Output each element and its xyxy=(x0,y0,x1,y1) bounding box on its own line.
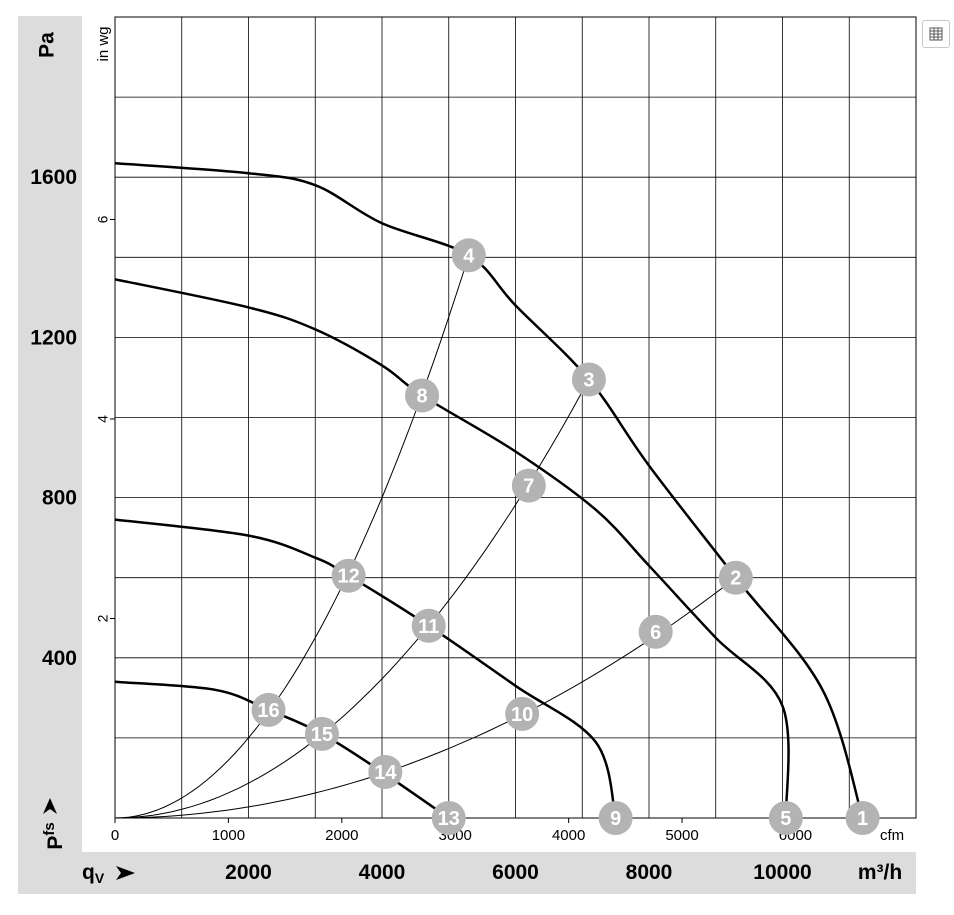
y-tick-label-pa: 1600 xyxy=(30,166,77,189)
y-unit-secondary-label: in wg xyxy=(95,26,112,61)
y-tick-label-pa: 400 xyxy=(42,647,77,670)
operating-point-marker xyxy=(251,692,286,727)
x-tick-label-m3h: 8000 xyxy=(626,861,673,884)
operating-point-7: 7 xyxy=(511,468,546,503)
x-tick-label-cfm: 5000 xyxy=(665,827,698,844)
x-tick-label-cfm: 4000 xyxy=(552,827,585,844)
operating-point-16: 16 xyxy=(251,692,286,727)
operating-point-label: 15 xyxy=(311,724,333,746)
operating-point-8: 8 xyxy=(405,378,440,413)
y-tick-label-inwg: 6 xyxy=(95,215,111,223)
operating-point-9: 9 xyxy=(598,801,633,835)
x-tick-label-m3h: 10000 xyxy=(753,861,811,884)
x-symbol-sub: V xyxy=(95,870,105,886)
operating-point-10: 10 xyxy=(505,696,540,731)
svg-text:Pfs: Pfs xyxy=(41,822,67,849)
operating-point-marker xyxy=(845,801,880,835)
operating-point-label: 11 xyxy=(418,616,439,638)
operating-point-marker xyxy=(331,558,366,593)
system-curves xyxy=(114,255,737,819)
operating-point-6: 6 xyxy=(638,614,673,649)
fan-curve xyxy=(114,161,864,819)
y-tick-label-inwg: 2 xyxy=(95,614,111,622)
x-tick-label-m3h: 6000 xyxy=(492,861,539,884)
operating-point-11: 11 xyxy=(411,608,446,643)
operating-point-marker xyxy=(451,238,486,273)
operating-point-label: 5 xyxy=(780,808,791,830)
operating-point-3: 3 xyxy=(571,362,606,397)
operating-point-marker xyxy=(638,614,673,649)
operating-point-1: 1 xyxy=(845,801,880,835)
operating-point-label: 7 xyxy=(523,476,534,498)
y-tick-label-pa: 1200 xyxy=(30,326,77,349)
y-axis-arrow xyxy=(43,798,57,814)
operating-point-marker xyxy=(598,801,633,835)
x-unit-secondary-label: cfm xyxy=(880,827,904,844)
operating-point-label: 6 xyxy=(650,622,661,644)
table-icon-glyph xyxy=(929,27,943,41)
operating-point-label: 4 xyxy=(463,245,475,267)
operating-point-marker xyxy=(368,754,403,789)
fan-curves xyxy=(114,161,864,820)
operating-point-label: 2 xyxy=(730,568,741,590)
x-tick-label-cfm: 1000 xyxy=(212,827,245,844)
operating-point-marker xyxy=(505,696,540,731)
x-tick-label-cfm: 2000 xyxy=(325,827,358,844)
operating-point-15: 15 xyxy=(304,716,339,751)
operating-point-label: 8 xyxy=(416,385,427,407)
operating-point-5: 5 xyxy=(768,801,803,835)
operating-point-marker xyxy=(411,608,446,643)
operating-point-marker xyxy=(511,468,546,503)
operating-point-marker xyxy=(718,560,753,595)
operating-point-label: 14 xyxy=(374,762,397,784)
x-axis-symbol: qV xyxy=(82,861,105,886)
operating-point-2: 2 xyxy=(718,560,753,595)
x-tick-label-m3h: 4000 xyxy=(359,861,406,884)
system-curve xyxy=(114,255,470,819)
operating-point-label: 16 xyxy=(257,700,279,722)
x-tick-label-m3h: 2000 xyxy=(225,861,272,884)
grid xyxy=(114,16,917,819)
operating-point-label: 3 xyxy=(583,369,594,391)
x-axis-band xyxy=(18,852,916,894)
y-tick-label-pa: 800 xyxy=(42,487,77,510)
operating-point-label: 12 xyxy=(338,566,360,588)
fan-curve xyxy=(114,278,790,819)
operating-point-12: 12 xyxy=(331,558,366,593)
table-icon[interactable] xyxy=(922,20,950,48)
operating-point-label: 10 xyxy=(511,704,533,726)
operating-point-marker xyxy=(304,716,339,751)
x-symbol: q xyxy=(82,861,95,884)
x-unit-label: m³/h xyxy=(858,861,902,884)
operating-point-marker xyxy=(768,801,803,835)
y-axis-symbol: Pfs xyxy=(41,822,67,849)
system-curve xyxy=(114,379,590,819)
y-symbol-sub: fs xyxy=(41,822,58,835)
operating-point-label: 9 xyxy=(610,808,621,830)
operating-point-marker xyxy=(405,378,440,413)
operating-point-label: 13 xyxy=(438,808,460,830)
system-curve xyxy=(114,577,737,819)
operating-point-label: 1 xyxy=(857,808,868,830)
operating-point-marker xyxy=(431,801,466,835)
x-axis-arrow xyxy=(116,866,135,880)
y-tick-label-inwg: 4 xyxy=(95,415,111,423)
y-symbol: P xyxy=(44,836,67,850)
y-axis-band xyxy=(18,16,82,861)
fan-curve xyxy=(114,518,617,819)
operating-point-14: 14 xyxy=(368,754,403,789)
operating-point-4: 4 xyxy=(451,238,486,273)
operating-point-marker xyxy=(571,362,606,397)
operating-point-13: 13 xyxy=(431,801,466,835)
x-tick-label-cfm: 0 xyxy=(111,827,119,844)
y-unit-label: Pa xyxy=(36,32,59,58)
